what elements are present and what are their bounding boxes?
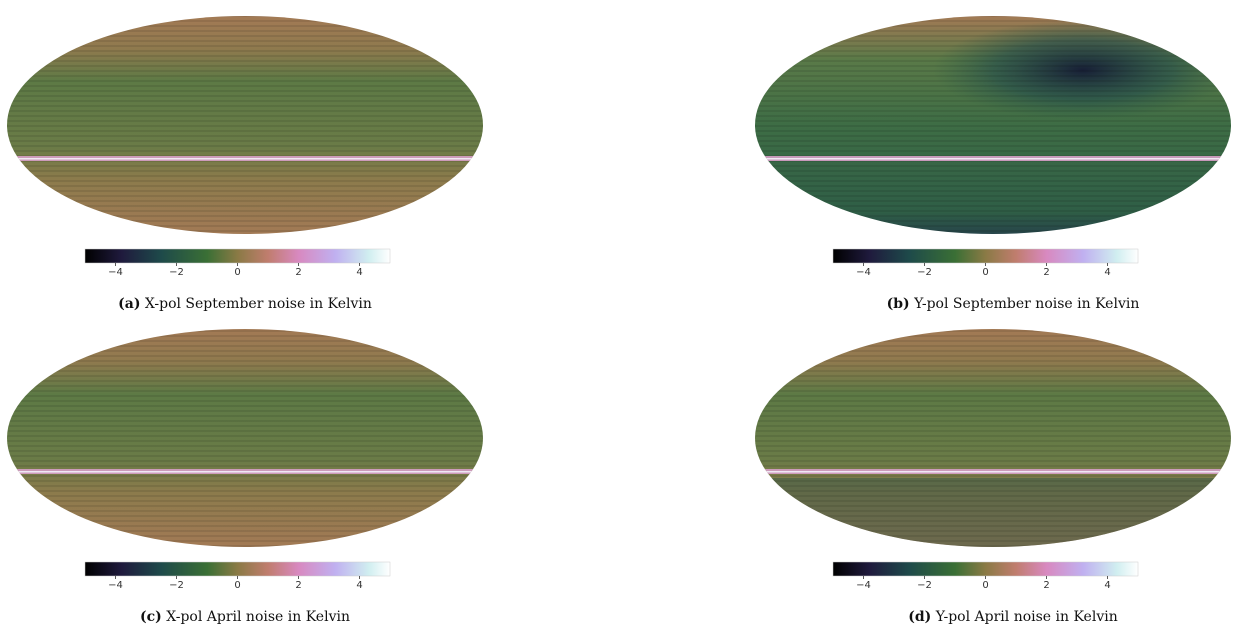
map-stripes bbox=[755, 16, 1231, 234]
colorbar-tick-label: 4 bbox=[1104, 580, 1110, 591]
colorbar-tick-label: 4 bbox=[356, 580, 362, 591]
colorbar-tick-label: 2 bbox=[1043, 267, 1049, 278]
panel: −4 −2 0 2 4 (d) Y-pol April noise in Kelvin bbox=[755, 329, 1231, 625]
panel: −4 −2 0 2 4 (c) X-pol April noise in Kelvin bbox=[7, 329, 483, 625]
colorbar-tick-label: −4 bbox=[856, 580, 871, 591]
colorbar-tick-label: −2 bbox=[169, 267, 184, 278]
map-stripes bbox=[7, 329, 483, 547]
colorbar-tick-label: 0 bbox=[234, 267, 240, 278]
caption-text: X-pol September noise in Kelvin bbox=[145, 296, 372, 312]
map-band bbox=[755, 158, 1231, 160]
colorbar bbox=[832, 248, 1139, 264]
colorbar-tick-label: 0 bbox=[234, 580, 240, 591]
colorbar-tick-label: −2 bbox=[169, 580, 184, 591]
colorbar-tick-label: 0 bbox=[982, 267, 988, 278]
colorbar-tick-label: −4 bbox=[108, 580, 123, 591]
caption-text: Y-pol April noise in Kelvin bbox=[935, 609, 1118, 625]
map-band bbox=[755, 471, 1231, 473]
panel: −4 −2 0 2 4 (b) Y-pol September noise in Kelv… bbox=[755, 16, 1231, 312]
map-stripes bbox=[755, 329, 1231, 547]
sky-map bbox=[7, 329, 483, 547]
colorbar-tick-label: 2 bbox=[1043, 580, 1049, 591]
sky-map bbox=[755, 16, 1231, 234]
colorbar-tick-label: 2 bbox=[295, 580, 301, 591]
caption: (d) Y-pol April noise in Kelvin bbox=[908, 609, 1117, 625]
caption: (c) X-pol April noise in Kelvin bbox=[140, 609, 350, 625]
colorbar bbox=[832, 561, 1139, 577]
caption: (b) Y-pol September noise in Kelvin bbox=[887, 296, 1140, 312]
caption-label: (a) bbox=[118, 296, 140, 312]
map-band bbox=[7, 471, 483, 473]
colorbar-tick-label: 2 bbox=[295, 267, 301, 278]
sky-map bbox=[7, 16, 483, 234]
colorbar bbox=[84, 248, 391, 264]
colorbar-tick-label: −4 bbox=[856, 267, 871, 278]
colorbar bbox=[84, 561, 391, 577]
caption-text: Y-pol September noise in Kelvin bbox=[913, 296, 1139, 312]
colorbar-tick-label: 4 bbox=[356, 267, 362, 278]
panel: −4 −2 0 2 4 (a) X-pol September noise in Kelv… bbox=[7, 16, 483, 312]
caption-text: X-pol April noise in Kelvin bbox=[166, 609, 350, 625]
caption: (a) X-pol September noise in Kelvin bbox=[118, 296, 372, 312]
colorbar-tick-label: −2 bbox=[917, 580, 932, 591]
map-stripes bbox=[7, 16, 483, 234]
colorbar-tick-label: −2 bbox=[917, 267, 932, 278]
map-band bbox=[7, 158, 483, 160]
colorbar-tick-label: −4 bbox=[108, 267, 123, 278]
caption-label: (b) bbox=[887, 296, 910, 312]
caption-label: (d) bbox=[908, 609, 931, 625]
sky-map bbox=[755, 329, 1231, 547]
colorbar-tick-label: 0 bbox=[982, 580, 988, 591]
colorbar-tick-label: 4 bbox=[1104, 267, 1110, 278]
caption-label: (c) bbox=[140, 609, 162, 625]
